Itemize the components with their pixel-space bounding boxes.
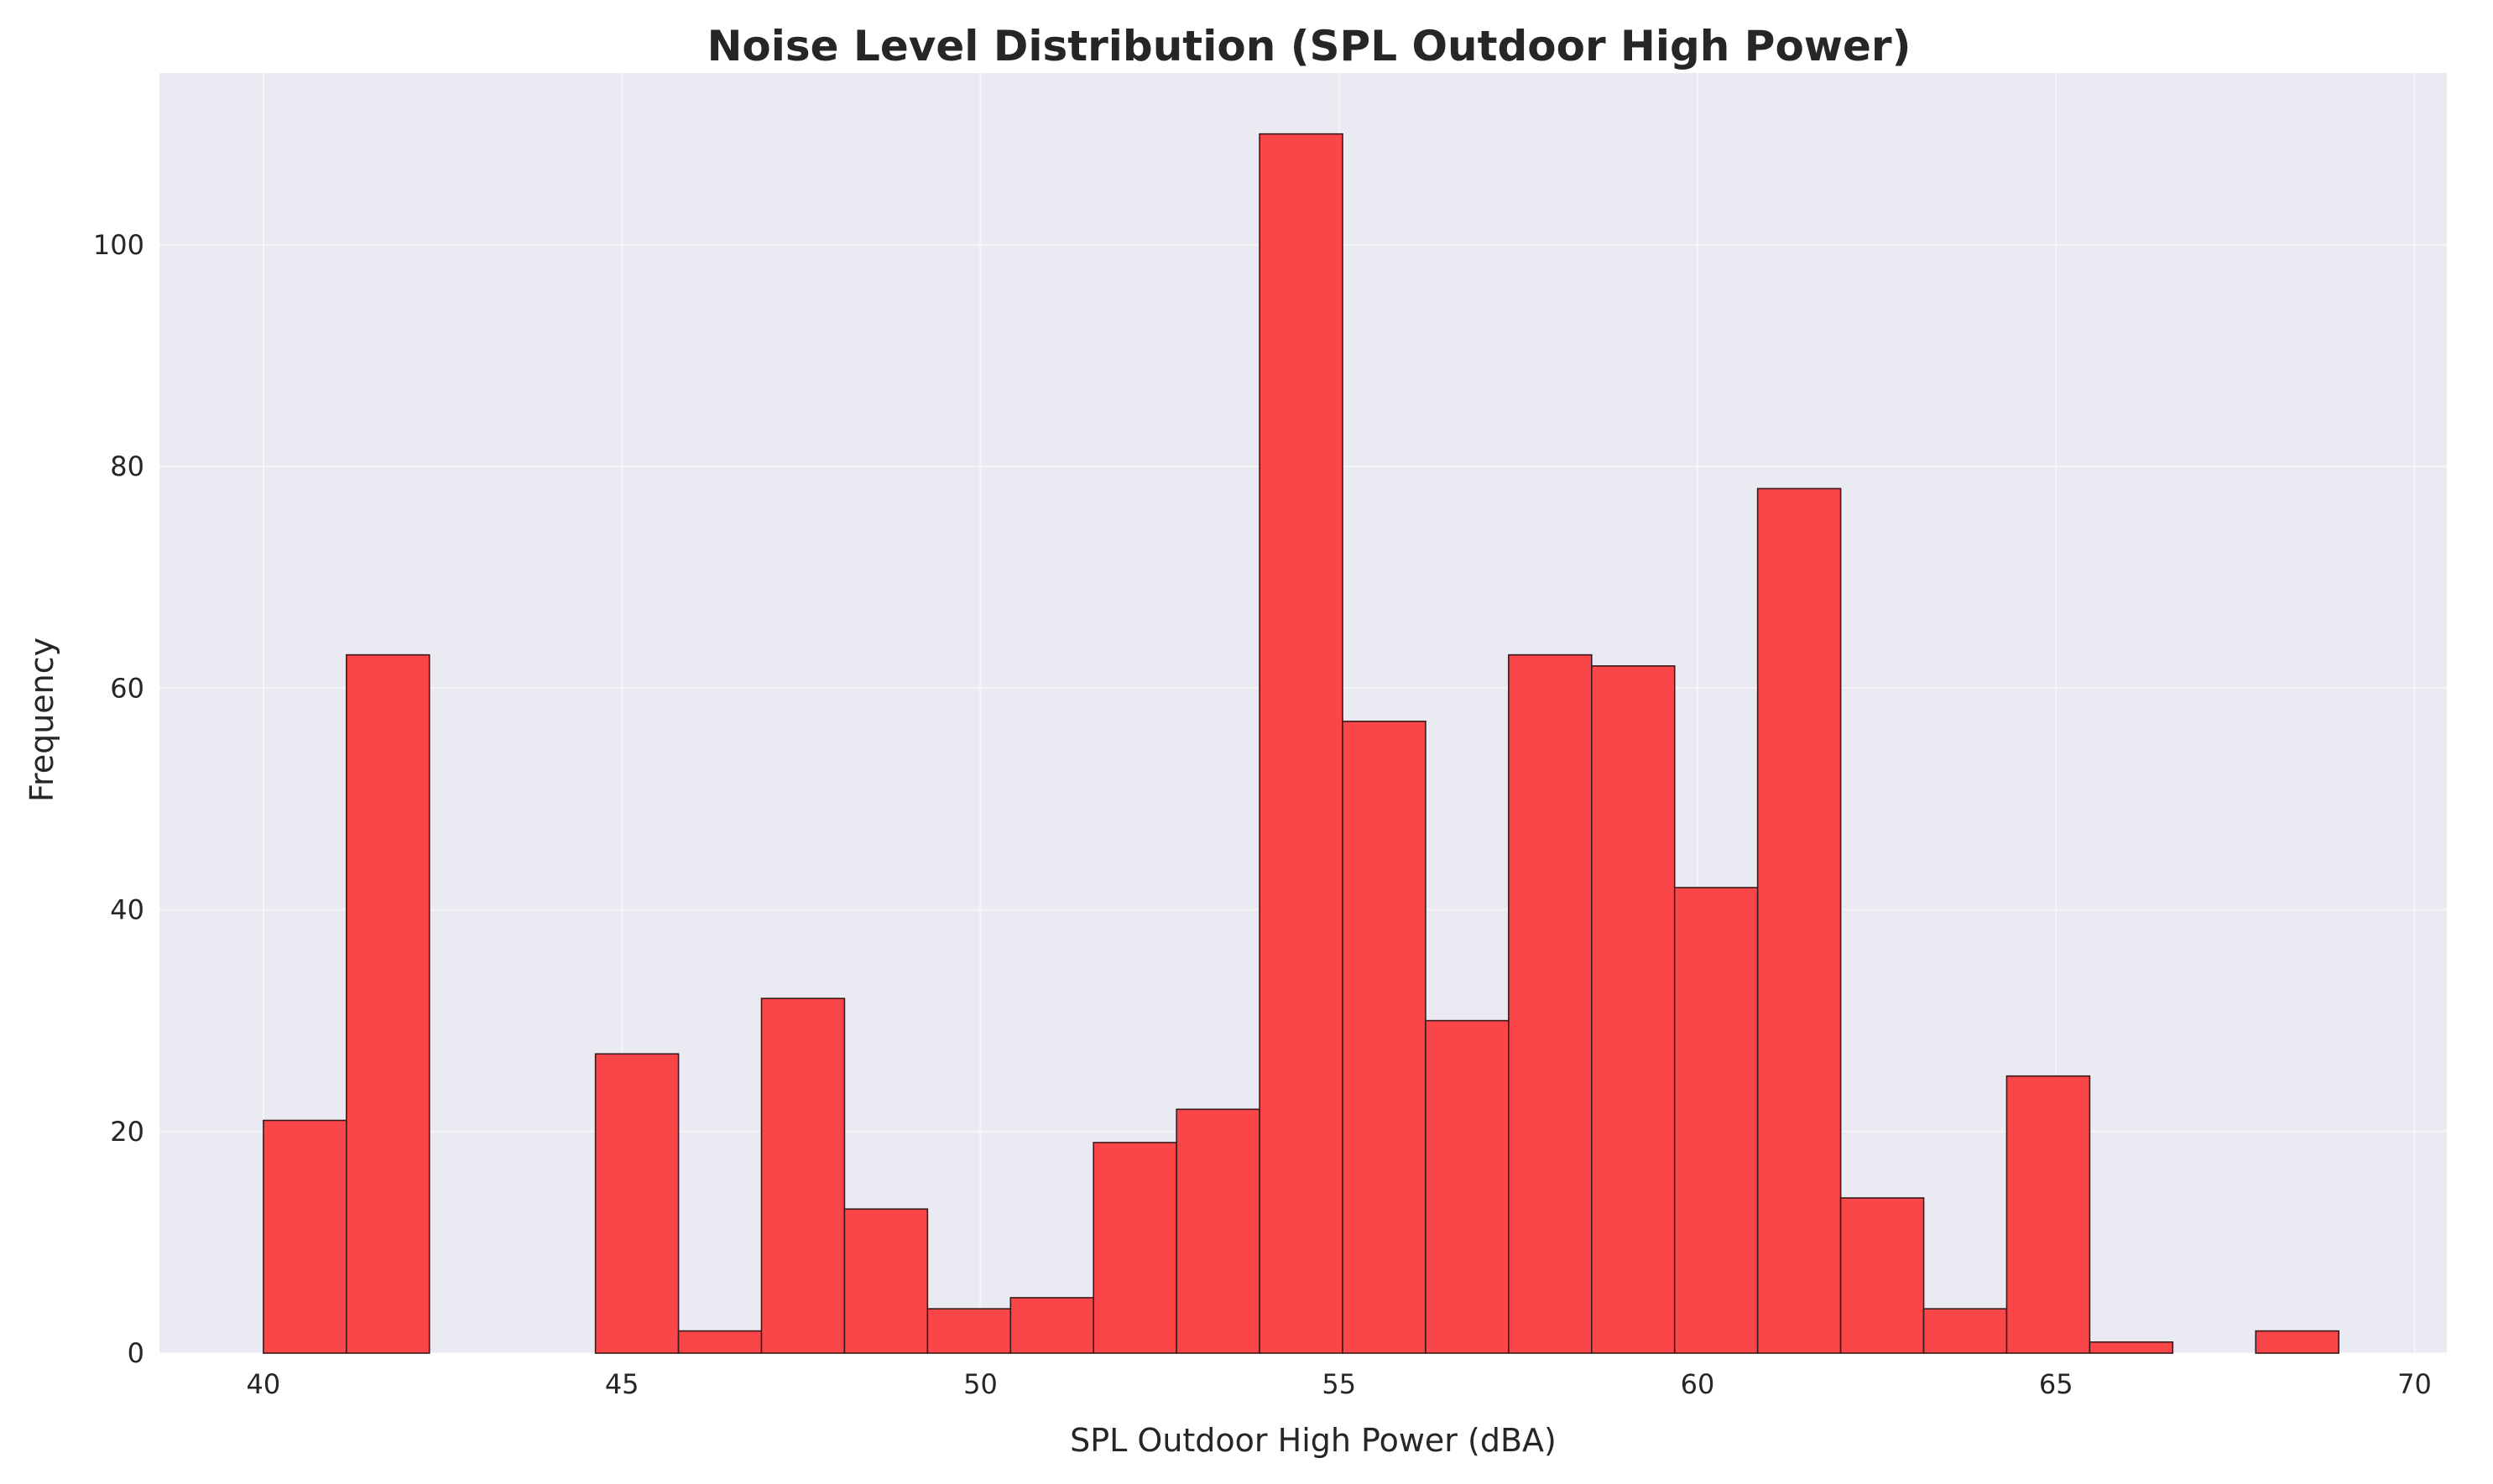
x-tick-label: 40: [247, 1368, 281, 1400]
x-tick-label: 60: [1681, 1368, 1715, 1400]
histogram-bar: [1425, 1019, 1510, 1354]
histogram-bar: [1673, 887, 1759, 1354]
histogram-bar: [1756, 487, 1842, 1354]
histogram-bar: [1259, 133, 1343, 1354]
histogram-bar: [1093, 1142, 1177, 1354]
histogram-bar: [1342, 721, 1426, 1354]
histogram-bar: [926, 1308, 1012, 1354]
histogram-bar: [346, 653, 430, 1354]
x-tick-label: 55: [1322, 1368, 1356, 1400]
y-tick-label: 40: [110, 894, 144, 926]
histogram-bar: [1508, 653, 1593, 1354]
histogram-bar: [1922, 1308, 2008, 1354]
chart-title: Noise Level Distribution (SPL Outdoor Hi…: [707, 22, 1911, 70]
histogram-bar: [1591, 665, 1676, 1354]
histogram-bar: [843, 1208, 929, 1354]
histogram-bars: [263, 133, 2339, 1354]
y-tick-label: 100: [93, 229, 144, 261]
y-axis-label: Frequency: [23, 638, 60, 802]
x-tick-label: 45: [605, 1368, 639, 1400]
y-tick-label: 0: [128, 1337, 144, 1369]
histogram-bar: [594, 1053, 680, 1354]
tick-labels: 40 45 50 55 60 65 70 0 20 40 60 80 100: [93, 229, 2432, 1400]
histogram-bar: [760, 997, 846, 1354]
histogram-bar: [1176, 1108, 1260, 1354]
y-tick-label: 60: [110, 672, 144, 704]
y-tick-label: 20: [110, 1116, 144, 1148]
histogram-bar: [677, 1330, 763, 1354]
histogram-bar: [263, 1119, 347, 1354]
y-tick-label: 80: [110, 450, 144, 482]
histogram-bar: [1009, 1297, 1095, 1354]
histogram-bar: [2255, 1330, 2339, 1354]
histogram-bar: [2089, 1341, 2174, 1354]
x-axis-label: SPL Outdoor High Power (dBA): [1070, 1422, 1557, 1459]
histogram-bar: [2005, 1075, 2091, 1354]
x-tick-label: 70: [2397, 1368, 2432, 1400]
x-tick-label: 50: [963, 1368, 998, 1400]
histogram-bar: [1839, 1197, 1925, 1354]
x-tick-label: 65: [2039, 1368, 2073, 1400]
